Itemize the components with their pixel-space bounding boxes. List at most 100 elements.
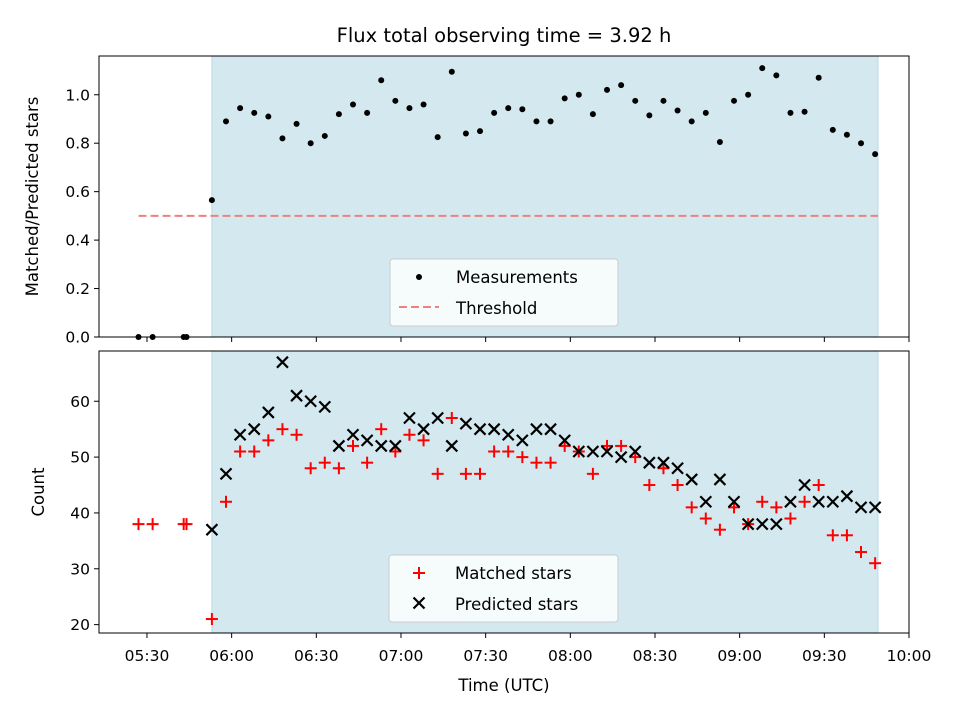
cross-b — [699, 495, 713, 509]
predicted-point — [713, 473, 727, 486]
cross-b — [530, 422, 543, 436]
matched-point — [276, 423, 289, 436]
cross-b — [558, 434, 571, 447]
cross-b — [332, 439, 346, 453]
predicted-point — [389, 439, 402, 453]
x-tick-label: 08:30 — [633, 647, 678, 665]
cross-b — [727, 495, 741, 509]
measurement-point — [208, 197, 215, 204]
predicted-point — [360, 434, 374, 447]
matched-point — [586, 467, 599, 480]
y-tick-label: 30 — [70, 560, 90, 578]
top-x-axis — [146, 337, 910, 342]
matched-point — [657, 462, 670, 475]
cross-b — [233, 428, 247, 442]
predicted-point — [558, 434, 571, 447]
measurement-point — [702, 109, 709, 116]
measurement-point — [378, 77, 385, 84]
y-tick-label: 40 — [70, 504, 90, 522]
x-tick-label: 09:30 — [802, 647, 847, 665]
predicted-point — [205, 523, 219, 536]
measurement-point — [815, 74, 822, 81]
predicted-point — [770, 517, 783, 531]
predicted-point — [840, 489, 854, 503]
predicted-point — [671, 461, 684, 475]
cross-b — [360, 434, 374, 447]
matched-point — [784, 512, 797, 525]
cross-b — [544, 422, 557, 436]
cross-b — [346, 428, 360, 442]
matched-point — [431, 467, 444, 480]
matched-point — [855, 546, 868, 559]
measurement-point — [801, 108, 808, 115]
matched-point — [770, 501, 783, 514]
matched-point — [132, 518, 145, 531]
measurement-point — [787, 109, 794, 116]
matched-point — [403, 428, 416, 441]
legend-matched-marker — [413, 567, 425, 579]
measurement-point — [773, 72, 780, 79]
cross-b — [685, 473, 698, 486]
cross-b — [219, 467, 233, 481]
matched-point — [304, 462, 317, 475]
matched-point — [488, 445, 501, 458]
y-tick-label: 50 — [70, 449, 90, 467]
cross-b — [445, 439, 459, 453]
measurement-point — [660, 97, 667, 104]
y-tick-label: 0.8 — [65, 135, 90, 153]
top-legend-box — [389, 258, 619, 327]
top-y-axis-label: Matched/Predicted stars — [23, 97, 42, 297]
bottom-panel: 20 30 40 50 60 05:30 06:00 06:30 07:00 07:30 08:0… — [29, 350, 932, 695]
matched-point — [615, 439, 628, 452]
predicted-point — [572, 445, 586, 458]
chart-title: Flux total observing time = 3.92 h — [337, 24, 672, 47]
measurement-point — [307, 140, 314, 147]
cross-b — [205, 523, 219, 536]
cross-b — [713, 473, 727, 486]
bottom-y-axis: 20 30 40 50 60 — [70, 393, 99, 634]
predicted-point — [233, 428, 247, 442]
matched-point — [601, 439, 614, 452]
measurement-point — [604, 86, 611, 93]
legend-matched-label: Matched stars — [455, 564, 572, 583]
cross-b — [798, 478, 811, 492]
cross-b — [389, 439, 402, 453]
cross-b — [374, 439, 388, 453]
measurement-point — [491, 109, 498, 116]
matched-point — [728, 501, 741, 514]
top-axes-frame — [98, 55, 910, 338]
cross-b — [586, 445, 600, 458]
y-tick-label: 0.6 — [65, 183, 90, 201]
measurement-point — [858, 140, 865, 147]
cross-b — [671, 461, 684, 475]
predicted-point — [586, 445, 600, 458]
cross-b — [643, 456, 656, 469]
matched-point — [516, 451, 529, 464]
measurement-point — [364, 109, 371, 116]
legend-measurements-marker — [416, 274, 422, 280]
predicted-point — [374, 439, 388, 453]
predicted-point — [445, 439, 459, 453]
matched-point — [643, 479, 656, 492]
measurement-point — [350, 101, 357, 108]
predicted-point — [784, 495, 797, 509]
measurement-point — [829, 126, 836, 133]
x-tick-label: 10:00 — [887, 647, 932, 665]
matched-point — [445, 412, 458, 425]
top-y-axis: 0.0 0.2 0.4 0.6 0.8 1.0 — [65, 86, 99, 347]
predicted-point — [798, 478, 811, 492]
cross-b — [276, 355, 289, 369]
cross-b — [854, 501, 868, 514]
y-tick-label: 1.0 — [65, 86, 90, 104]
measurement-point — [505, 105, 512, 112]
matched-point — [205, 613, 218, 626]
measurement-point — [632, 97, 639, 104]
matched-point — [248, 445, 261, 458]
bottom-legend: Matched stars Predicted stars — [388, 554, 619, 623]
predicted-point — [346, 428, 360, 442]
cross-b — [516, 434, 529, 447]
matched-point — [826, 529, 839, 542]
measurement-point — [223, 118, 230, 125]
x-tick-label: 06:00 — [209, 647, 254, 665]
matched-point — [530, 456, 543, 469]
